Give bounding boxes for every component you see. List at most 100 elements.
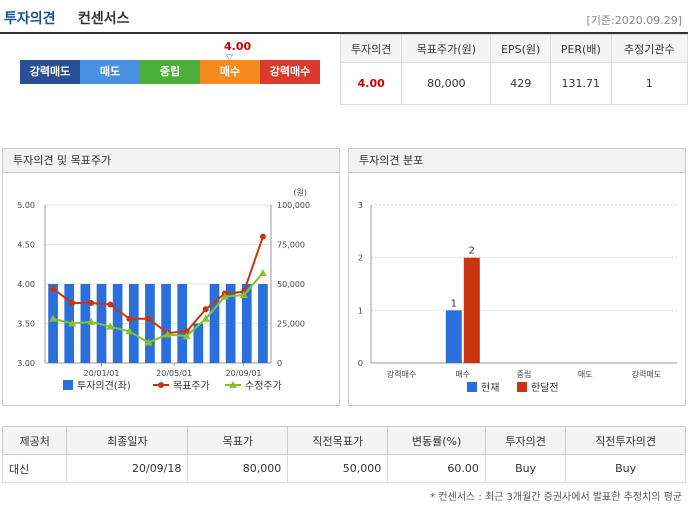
opinion-target-title: 투자의견 및 목표주가 bbox=[3, 149, 339, 173]
right-axis-unit: (원) bbox=[293, 188, 307, 197]
legend-marker-target bbox=[158, 382, 164, 388]
detail-cell-4: 60.00 bbox=[387, 454, 486, 483]
opinion-bar bbox=[258, 284, 268, 363]
y-tick-label: 2 bbox=[358, 254, 363, 263]
legend-label-target: 목표주가 bbox=[173, 380, 210, 392]
legend-label-price: 수정주가 bbox=[245, 380, 282, 392]
adjusted-price-point bbox=[49, 314, 58, 322]
opinion-bar bbox=[145, 284, 155, 363]
consensus-header-1: 목표주가(원) bbox=[401, 34, 492, 63]
opinion-distribution-panel: 투자의견 분포 3 2 1 0 강력매수 매수 1 2 중립 매도 강력매도 현재 한달전 bbox=[348, 148, 686, 406]
y-tick-label: 3 bbox=[358, 201, 363, 210]
detail-header-1: 최종일자 bbox=[66, 426, 189, 455]
x-tick-label: 20/01/01 bbox=[84, 369, 120, 378]
detail-cell-3: 50,000 bbox=[287, 454, 389, 483]
consensus-header-0: 투자의견 bbox=[339, 34, 403, 63]
current-bar bbox=[445, 310, 462, 363]
adjusted-price-point bbox=[106, 322, 115, 330]
adjusted-price-point bbox=[201, 314, 210, 322]
adjusted-price-point bbox=[87, 317, 96, 325]
consensus-table: 투자의견 목표주가(원) EPS(원) PER(배) 추정기관수 4.00 80,000 4… bbox=[339, 34, 688, 105]
left-tick-label: 3.50 bbox=[17, 320, 35, 329]
target-price-point bbox=[126, 315, 133, 322]
scale-3: 매수 bbox=[200, 60, 260, 84]
adjusted-price-point bbox=[163, 330, 172, 338]
adjusted-price-point bbox=[144, 338, 153, 346]
adjusted-price-point bbox=[125, 327, 134, 335]
legend-swatch-current bbox=[467, 382, 477, 392]
consensus-header-3: PER(배) bbox=[550, 34, 612, 63]
adjusted-price-point bbox=[68, 319, 77, 327]
category-label: 강력매도 bbox=[632, 369, 661, 379]
opinion-bar bbox=[128, 284, 139, 363]
category-label: 강력매수 bbox=[387, 369, 416, 379]
adjusted-price-point bbox=[239, 291, 248, 299]
left-tick-label: 4.50 bbox=[17, 241, 35, 250]
x-tick-label: 20/09/01 bbox=[226, 369, 262, 378]
consensus-value-2: 429 bbox=[490, 62, 552, 105]
scale-1: 매도 bbox=[80, 60, 140, 84]
target-price-line bbox=[52, 236, 264, 335]
base-date: [기준:2020.09.29] bbox=[586, 14, 682, 27]
adjusted-price-point bbox=[182, 332, 191, 340]
detail-cell-1: 20/09/18 bbox=[66, 454, 189, 483]
y-tick-label: 1 bbox=[358, 306, 363, 315]
consensus-header-4: 추정기관수 bbox=[610, 34, 688, 63]
legend-swatch-opinion bbox=[63, 380, 73, 390]
opinion-scale: 강력매도 매도 중립 매수 강력매수 bbox=[20, 60, 320, 84]
detail-cell-2: 80,000 bbox=[187, 454, 289, 483]
adjusted-price-line bbox=[52, 272, 264, 344]
month-ago-bar-label: 2 bbox=[469, 246, 475, 257]
opinion-bar bbox=[112, 284, 123, 363]
left-tick-label: 4.00 bbox=[17, 280, 35, 289]
opinion-bar bbox=[177, 284, 188, 363]
target-price-point bbox=[69, 299, 76, 306]
current-bar-label: 1 bbox=[451, 298, 457, 309]
right-tick-label: 50,000 bbox=[277, 280, 305, 289]
legend-label-current: 현재 bbox=[481, 382, 499, 394]
category-label: 매수 bbox=[455, 370, 470, 379]
target-price-point bbox=[145, 315, 152, 322]
right-tick-label: 75,000 bbox=[277, 241, 305, 250]
detail-header-2: 목표가 bbox=[187, 426, 289, 455]
score-marker-icon: ▽ bbox=[226, 53, 233, 63]
detail-header-3: 직전목표가 bbox=[287, 426, 389, 455]
provider-table: 제공처 최종일자 목표가 직전목표가 변동률(%) 투자의견 직전투자의견 대신 20/09/… bbox=[1, 426, 686, 483]
left-tick-label: 3.00 bbox=[17, 359, 35, 368]
opinion-score: 4.00 bbox=[224, 40, 252, 53]
scale-4: 강력매수 bbox=[260, 60, 320, 84]
page-subtitle: 컨센서스 bbox=[78, 11, 130, 27]
legend-marker-price bbox=[229, 381, 237, 388]
consensus-header-2: EPS(원) bbox=[490, 34, 552, 63]
legend-swatch-month-ago bbox=[517, 382, 527, 392]
opinion-bar bbox=[225, 284, 236, 363]
consensus-value-0: 4.00 bbox=[339, 62, 403, 105]
scale-0: 강력매도 bbox=[20, 60, 80, 84]
target-price-point bbox=[107, 301, 114, 308]
opinion-target-chart: 5.00 4.50 4.00 3.50 3.00 100,000 75,000 50,000 2… bbox=[17, 188, 310, 392]
left-tick-label: 5.00 bbox=[17, 201, 35, 210]
opinion-bar bbox=[80, 284, 91, 363]
scale-2: 중립 bbox=[140, 60, 200, 84]
opinion-bar bbox=[193, 323, 204, 363]
page-title: 투자의견 bbox=[4, 11, 56, 27]
table-row: 대신 20/09/18 80,000 50,000 60.00 Buy Buy bbox=[1, 454, 686, 483]
month-ago-bar bbox=[463, 257, 480, 363]
opinion-bar bbox=[161, 284, 171, 363]
y-tick-label: 0 bbox=[358, 359, 363, 368]
target-price-point bbox=[202, 306, 209, 313]
category-label: 중립 bbox=[517, 370, 532, 379]
adjusted-price-point bbox=[220, 292, 229, 300]
consensus-value-3: 131.71 bbox=[550, 62, 612, 105]
right-tick-label: 25,000 bbox=[277, 320, 305, 329]
target-price-point bbox=[259, 233, 266, 240]
target-price-point bbox=[88, 299, 95, 306]
right-tick-label: 0 bbox=[277, 359, 282, 368]
opinion-bar bbox=[241, 284, 252, 363]
opinion-target-panel: 투자의견 및 목표주가 5.00 4.50 4.00 3.50 3.00 100,000 7… bbox=[2, 148, 340, 406]
legend-label-month-ago: 한달전 bbox=[531, 382, 559, 394]
opinion-distribution-title: 투자의견 분포 bbox=[349, 149, 685, 173]
detail-cell-5: Buy bbox=[484, 454, 567, 483]
opinion-bar bbox=[48, 284, 58, 363]
